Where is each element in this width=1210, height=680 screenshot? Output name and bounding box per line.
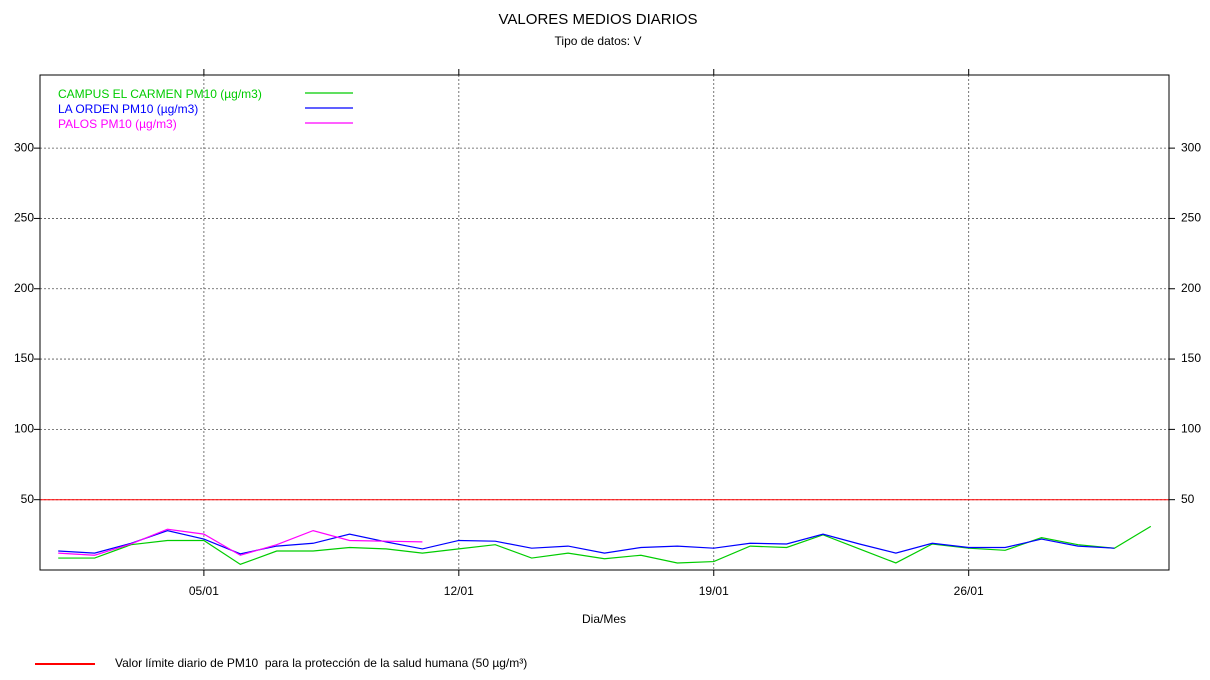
- y-tick-label: 100: [14, 422, 34, 436]
- y-tick-label: 200: [14, 281, 34, 295]
- x-tick-label: 19/01: [699, 584, 729, 598]
- y-tick-label: 300: [14, 140, 34, 154]
- y-tick-label: 250: [14, 211, 34, 225]
- y2-tick-label: 300: [1181, 140, 1201, 154]
- limit-legend-label: Valor límite diario de PM10 para la prot…: [115, 656, 527, 670]
- series-line: [58, 528, 423, 556]
- y2-tick-label: 200: [1181, 281, 1201, 295]
- y2-tick-label: 50: [1181, 492, 1195, 506]
- y-tick-label: 150: [14, 351, 34, 365]
- y-tick-label: 50: [21, 492, 35, 506]
- x-tick-label: 26/01: [954, 584, 984, 598]
- legend-label: PALOS PM10 (µg/m3): [58, 117, 177, 131]
- series-line: [58, 530, 1115, 555]
- series-line: [58, 525, 1152, 566]
- x-tick-label: 05/01: [189, 584, 219, 598]
- legend-label: CAMPUS EL CARMEN PM10 (µg/m3): [58, 87, 262, 101]
- legend-label: LA ORDEN PM10 (µg/m3): [58, 102, 198, 116]
- y2-tick-label: 150: [1181, 351, 1201, 365]
- chart-title: VALORES MEDIOS DIARIOS: [499, 11, 698, 28]
- x-axis-label: Dia/Mes: [582, 612, 626, 626]
- x-tick-label: 12/01: [444, 584, 474, 598]
- chart-subtitle: Tipo de datos: V: [555, 34, 642, 48]
- plot-frame: [39, 74, 1170, 571]
- y2-tick-label: 100: [1181, 422, 1201, 436]
- y2-tick-label: 250: [1181, 211, 1201, 225]
